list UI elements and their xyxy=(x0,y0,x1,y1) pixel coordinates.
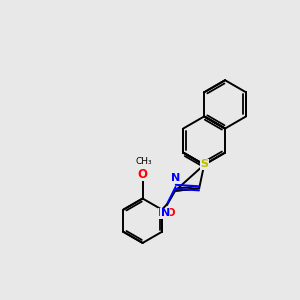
Text: CH₃: CH₃ xyxy=(135,157,152,166)
Text: O: O xyxy=(138,168,148,181)
Text: HO: HO xyxy=(158,208,176,218)
Text: S: S xyxy=(200,159,208,169)
Text: N: N xyxy=(161,208,170,218)
Text: N: N xyxy=(171,173,180,183)
